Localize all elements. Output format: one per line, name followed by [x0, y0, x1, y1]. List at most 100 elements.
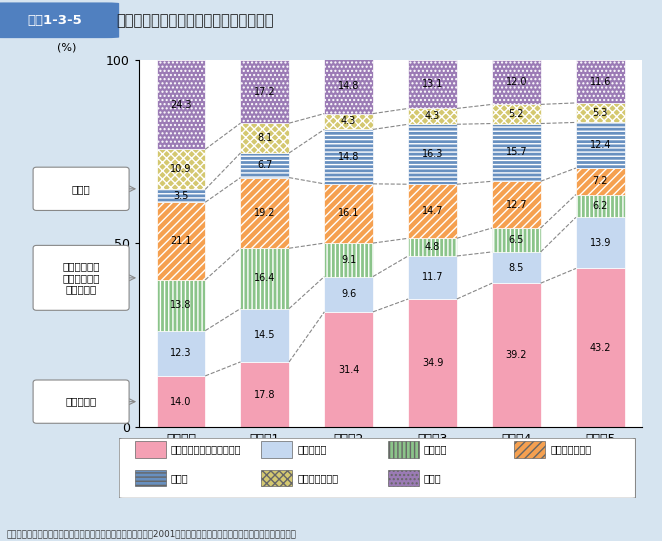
Bar [408, 256, 457, 299]
Bar [157, 60, 205, 149]
FancyBboxPatch shape [261, 441, 292, 458]
Bar [576, 60, 624, 103]
Bar [324, 59, 373, 114]
Text: 14.7: 14.7 [422, 206, 444, 216]
Text: 脳卒中など: 脳卒中など [66, 397, 97, 407]
Text: 16.3: 16.3 [422, 149, 443, 159]
FancyBboxPatch shape [134, 470, 166, 486]
FancyBboxPatch shape [0, 2, 119, 38]
Bar [408, 299, 457, 427]
Text: 資料：厚生労働省大臣官房統計情報部「国民生活基礎調査」（2001年）から厚生労働省老健局老人保健課にて特別集計: 資料：厚生労働省大臣官房統計情報部「国民生活基礎調査」（2001年）から厚生労働… [7, 529, 297, 538]
Text: 認知症: 認知症 [71, 184, 91, 194]
Text: 高齢による衰弱: 高齢による衰弱 [550, 445, 591, 454]
Bar [408, 238, 457, 256]
Text: 11.7: 11.7 [422, 273, 444, 282]
Text: 14.0: 14.0 [170, 397, 191, 407]
Text: 39.2: 39.2 [506, 350, 527, 360]
Bar [157, 149, 205, 189]
Text: 4.3: 4.3 [425, 111, 440, 121]
Bar [576, 168, 624, 195]
Text: 関節疾患: 関節疾患 [424, 445, 448, 454]
Bar [576, 268, 624, 427]
Bar [408, 108, 457, 124]
Text: 脳血管疾患（脳卒中など）: 脳血管疾患（脳卒中など） [171, 445, 241, 454]
Bar [240, 177, 289, 248]
Bar [492, 228, 541, 252]
Bar [324, 243, 373, 276]
Bar [576, 122, 624, 168]
Text: その他: その他 [424, 473, 442, 483]
Bar [240, 308, 289, 362]
Text: 11.6: 11.6 [590, 77, 611, 87]
Text: 12.3: 12.3 [170, 348, 192, 358]
Text: 介護が必要となった原因（要介護度別）: 介護が必要となった原因（要介護度別） [116, 13, 273, 28]
Bar [492, 123, 541, 181]
Bar [492, 181, 541, 228]
Bar [240, 60, 289, 123]
Text: 4.8: 4.8 [425, 242, 440, 252]
Text: 8.5: 8.5 [508, 262, 524, 273]
Text: 図表1-3-5: 図表1-3-5 [27, 14, 82, 27]
Text: (%): (%) [57, 42, 76, 52]
Bar [492, 283, 541, 427]
Text: 6.5: 6.5 [508, 235, 524, 245]
Text: 9.1: 9.1 [341, 255, 356, 265]
Bar [492, 60, 541, 104]
Text: 12.4: 12.4 [589, 140, 611, 150]
Bar [492, 252, 541, 283]
Bar [576, 195, 624, 217]
Text: 14.5: 14.5 [254, 330, 275, 340]
Text: 43.2: 43.2 [589, 343, 611, 353]
FancyBboxPatch shape [134, 441, 166, 458]
Bar [408, 60, 457, 108]
Text: 10.9: 10.9 [170, 164, 191, 174]
Text: 19.2: 19.2 [254, 208, 275, 218]
Bar [157, 189, 205, 202]
Bar [324, 312, 373, 427]
Text: 3.5: 3.5 [173, 191, 189, 201]
Bar [157, 376, 205, 427]
Bar [240, 362, 289, 427]
Text: 6.2: 6.2 [592, 201, 608, 211]
Text: 34.9: 34.9 [422, 358, 443, 368]
Text: 12.7: 12.7 [506, 200, 527, 210]
Text: 15.7: 15.7 [506, 147, 527, 157]
Bar [240, 123, 289, 153]
FancyBboxPatch shape [119, 438, 636, 498]
Text: 12.0: 12.0 [506, 77, 527, 87]
Text: パーキンソン病: パーキンソン病 [297, 473, 338, 483]
Text: 5.2: 5.2 [508, 109, 524, 119]
Bar [576, 217, 624, 268]
Bar [492, 104, 541, 123]
Text: 8.1: 8.1 [257, 133, 273, 143]
Bar [157, 331, 205, 376]
Text: 24.3: 24.3 [170, 100, 192, 110]
Text: 13.8: 13.8 [170, 300, 191, 310]
Bar [240, 153, 289, 177]
Text: 4.3: 4.3 [341, 116, 356, 127]
Text: 9.6: 9.6 [341, 289, 356, 299]
FancyBboxPatch shape [388, 470, 418, 486]
Text: 16.1: 16.1 [338, 208, 359, 219]
Text: 7.2: 7.2 [592, 176, 608, 186]
Bar [157, 202, 205, 280]
Text: 16.4: 16.4 [254, 273, 275, 283]
Bar [240, 248, 289, 308]
Bar [408, 124, 457, 184]
Bar [324, 276, 373, 312]
FancyBboxPatch shape [514, 441, 545, 458]
Bar [324, 114, 373, 129]
Text: 13.1: 13.1 [422, 80, 443, 89]
Text: 17.2: 17.2 [254, 87, 275, 96]
Text: 13.9: 13.9 [590, 238, 611, 248]
Text: 主として廃用
症候群に関連
する原疾患: 主として廃用 症候群に関連 する原疾患 [62, 261, 100, 294]
Text: 31.4: 31.4 [338, 365, 359, 374]
Bar [576, 103, 624, 122]
Text: 骨折・転倒: 骨折・転倒 [297, 445, 326, 454]
Bar [157, 280, 205, 331]
Bar [324, 184, 373, 243]
Text: 14.8: 14.8 [338, 81, 359, 91]
Text: 5.3: 5.3 [592, 108, 608, 118]
Text: 6.7: 6.7 [257, 160, 273, 170]
Text: 認知症: 認知症 [171, 473, 189, 483]
